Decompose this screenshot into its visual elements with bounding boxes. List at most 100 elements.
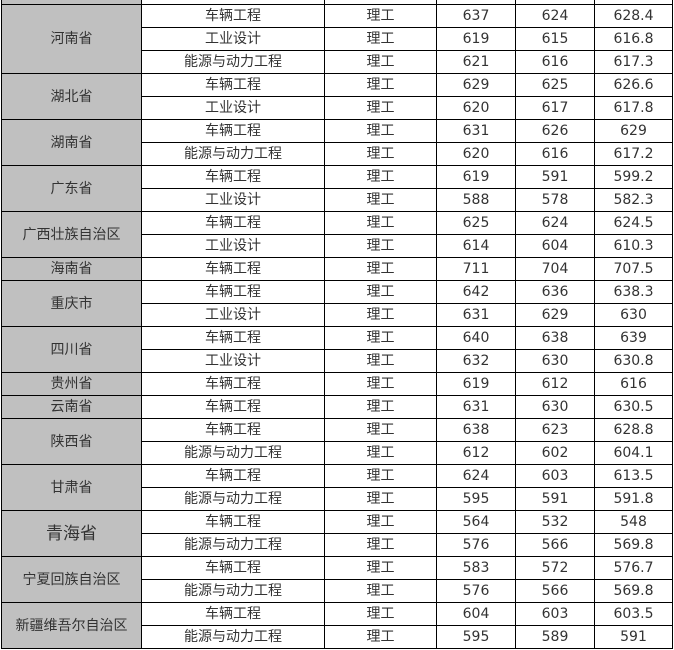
province-cell: 湖南省 (1, 119, 142, 166)
min-score-cell: 566 (515, 533, 595, 557)
province-cell: 四川省 (1, 326, 142, 373)
table-row: 能源与动力工程 理工 576 566 569.8 (2, 579, 673, 603)
max-score-cell: 642 (436, 280, 516, 304)
max-score-cell: 625 (436, 211, 516, 235)
admission-scores-table: 河南省 车辆工程 理工 637 624 628.4 工业设计 理工 619 615 616.8 能源与… (1, 4, 673, 649)
province-cell: 重庆市 (1, 280, 142, 327)
table-row: 青海省 车辆工程 理工 564 532 548 (1, 510, 673, 557)
max-score-cell: 632 (436, 349, 516, 373)
avg-score-cell: 617.2 (594, 142, 673, 166)
min-score-cell: 602 (515, 441, 595, 465)
category-cell: 理工 (324, 303, 437, 327)
min-score-cell: 603 (515, 464, 595, 488)
max-score-cell: 614 (436, 234, 516, 258)
category-cell: 理工 (324, 464, 437, 488)
avg-score-cell: 630.5 (594, 395, 673, 419)
avg-score-cell: 628.4 (594, 4, 673, 28)
min-score-cell: 572 (515, 556, 595, 580)
table-row: 广东省 车辆工程 理工 619 591 599.2 (1, 165, 673, 212)
max-score-cell: 620 (436, 142, 516, 166)
table-row: 河南省 车辆工程 理工 637 624 628.4 (1, 4, 673, 74)
max-score-cell: 637 (436, 4, 516, 28)
avg-score-cell: 616 (594, 372, 673, 396)
category-cell: 理工 (324, 234, 437, 258)
min-score-cell: 629 (515, 303, 595, 327)
min-score-cell: 616 (515, 50, 595, 74)
avg-score-cell: 604.1 (594, 441, 673, 465)
avg-score-cell: 582.3 (594, 188, 673, 212)
min-score-cell: 604 (515, 234, 595, 258)
max-score-cell: 620 (436, 96, 516, 120)
max-score-cell: 619 (436, 372, 516, 396)
province-cell: 海南省 (1, 257, 142, 281)
category-cell: 理工 (324, 188, 437, 212)
table-row: 工业设计 理工 631 629 630 (2, 303, 673, 327)
category-cell: 理工 (324, 326, 437, 350)
min-score-cell: 625 (515, 73, 595, 97)
table-row: 湖南省 车辆工程 理工 631 626 629 (1, 119, 673, 166)
table-row: 甘肃省 车辆工程 理工 624 603 613.5 (1, 464, 673, 511)
table-row: 四川省 车辆工程 理工 640 638 639 (1, 326, 673, 373)
max-score-cell: 631 (436, 395, 516, 419)
major-cell: 车辆工程 (141, 418, 325, 442)
category-cell: 理工 (324, 280, 437, 304)
category-cell: 理工 (324, 27, 437, 51)
max-score-cell: 640 (436, 326, 516, 350)
table-row: 工业设计 理工 620 617 617.8 (2, 96, 673, 120)
table-row: 能源与动力工程 理工 595 591 591.8 (2, 487, 673, 511)
table-row: 能源与动力工程 理工 621 616 617.3 (2, 50, 673, 74)
min-score-cell: 624 (515, 4, 595, 28)
major-cell: 车辆工程 (141, 211, 325, 235)
max-score-cell: 595 (436, 487, 516, 511)
province-cell: 贵州省 (1, 372, 142, 396)
table-row: 海南省 车辆工程 理工 711 704 707.5 (1, 257, 673, 281)
table-row: 能源与动力工程 理工 612 602 604.1 (2, 441, 673, 465)
province-cell: 广东省 (1, 165, 142, 212)
province-cell: 河南省 (1, 4, 142, 74)
avg-score-cell: 613.5 (594, 464, 673, 488)
avg-score-cell: 591 (594, 625, 673, 649)
avg-score-cell: 603.5 (594, 602, 673, 626)
max-score-cell: 619 (436, 165, 516, 189)
min-score-cell: 615 (515, 27, 595, 51)
major-cell: 车辆工程 (141, 602, 325, 626)
table-row: 重庆市 车辆工程 理工 642 636 638.3 (1, 280, 673, 327)
category-cell: 理工 (324, 119, 437, 143)
min-score-cell: 612 (515, 372, 595, 396)
min-score-cell: 636 (515, 280, 595, 304)
avg-score-cell: 624.5 (594, 211, 673, 235)
major-cell: 车辆工程 (141, 510, 325, 534)
major-cell: 能源与动力工程 (141, 579, 325, 603)
min-score-cell: 630 (515, 349, 595, 373)
major-cell: 能源与动力工程 (141, 50, 325, 74)
avg-score-cell: 617.8 (594, 96, 673, 120)
table-row: 贵州省 车辆工程 理工 619 612 616 (1, 372, 673, 396)
max-score-cell: 631 (436, 119, 516, 143)
avg-score-cell: 569.8 (594, 533, 673, 557)
table-row: 能源与动力工程 理工 595 589 591 (2, 625, 673, 649)
min-score-cell: 616 (515, 142, 595, 166)
min-score-cell: 591 (515, 165, 595, 189)
category-cell: 理工 (324, 4, 437, 28)
major-cell: 工业设计 (141, 303, 325, 327)
category-cell: 理工 (324, 602, 437, 626)
major-cell: 能源与动力工程 (141, 142, 325, 166)
major-cell: 车辆工程 (141, 165, 325, 189)
avg-score-cell: 617.3 (594, 50, 673, 74)
min-score-cell: 704 (515, 257, 595, 281)
province-cell: 云南省 (1, 395, 142, 419)
major-cell: 能源与动力工程 (141, 625, 325, 649)
avg-score-cell: 629 (594, 119, 673, 143)
table-row: 工业设计 理工 588 578 582.3 (2, 188, 673, 212)
min-score-cell: 638 (515, 326, 595, 350)
min-score-cell: 630 (515, 395, 595, 419)
major-cell: 工业设计 (141, 27, 325, 51)
table-row: 云南省 车辆工程 理工 631 630 630.5 (1, 395, 673, 419)
category-cell: 理工 (324, 510, 437, 534)
major-cell: 能源与动力工程 (141, 533, 325, 557)
major-cell: 车辆工程 (141, 4, 325, 28)
max-score-cell: 576 (436, 579, 516, 603)
max-score-cell: 576 (436, 533, 516, 557)
category-cell: 理工 (324, 625, 437, 649)
table-row: 能源与动力工程 理工 576 566 569.8 (2, 533, 673, 557)
